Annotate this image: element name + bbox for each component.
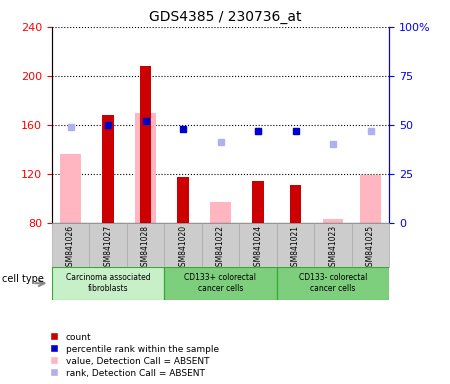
Bar (290, 185, 301, 223)
Bar (360, 175, 381, 223)
Bar (239, 223, 277, 267)
Bar (127, 223, 164, 267)
Bar (164, 267, 277, 300)
Bar (140, 66, 151, 223)
Bar (352, 223, 389, 267)
Text: CD133+ colorectal
cancer cells: CD133+ colorectal cancer cells (184, 273, 256, 293)
Text: GSM841024: GSM841024 (253, 225, 262, 271)
Bar (277, 223, 314, 267)
Text: GSM841028: GSM841028 (141, 225, 150, 271)
Bar (177, 177, 189, 223)
Bar (202, 223, 239, 267)
Bar (323, 219, 343, 223)
Legend: count, percentile rank within the sample, value, Detection Call = ABSENT, rank, : count, percentile rank within the sample… (50, 333, 219, 377)
Text: cell type: cell type (2, 274, 44, 285)
Bar (52, 223, 89, 267)
Text: GSM841027: GSM841027 (104, 225, 112, 271)
Bar (135, 113, 156, 223)
Text: GSM841022: GSM841022 (216, 225, 225, 271)
Text: GSM841023: GSM841023 (328, 225, 338, 271)
Text: GDS4385 / 230736_at: GDS4385 / 230736_at (149, 10, 301, 23)
Bar (277, 267, 389, 300)
Bar (314, 223, 352, 267)
Bar (52, 267, 164, 300)
Text: GSM841026: GSM841026 (66, 225, 75, 271)
Bar (252, 181, 264, 223)
Bar (103, 115, 113, 223)
Text: GSM841025: GSM841025 (366, 225, 375, 271)
Bar (210, 202, 231, 223)
Bar (60, 154, 81, 223)
Text: CD133- colorectal
cancer cells: CD133- colorectal cancer cells (299, 273, 367, 293)
Text: GSM841020: GSM841020 (179, 225, 188, 271)
Bar (89, 223, 127, 267)
Text: GSM841021: GSM841021 (291, 225, 300, 271)
Text: Carcinoma associated
fibroblasts: Carcinoma associated fibroblasts (66, 273, 150, 293)
Bar (164, 223, 202, 267)
